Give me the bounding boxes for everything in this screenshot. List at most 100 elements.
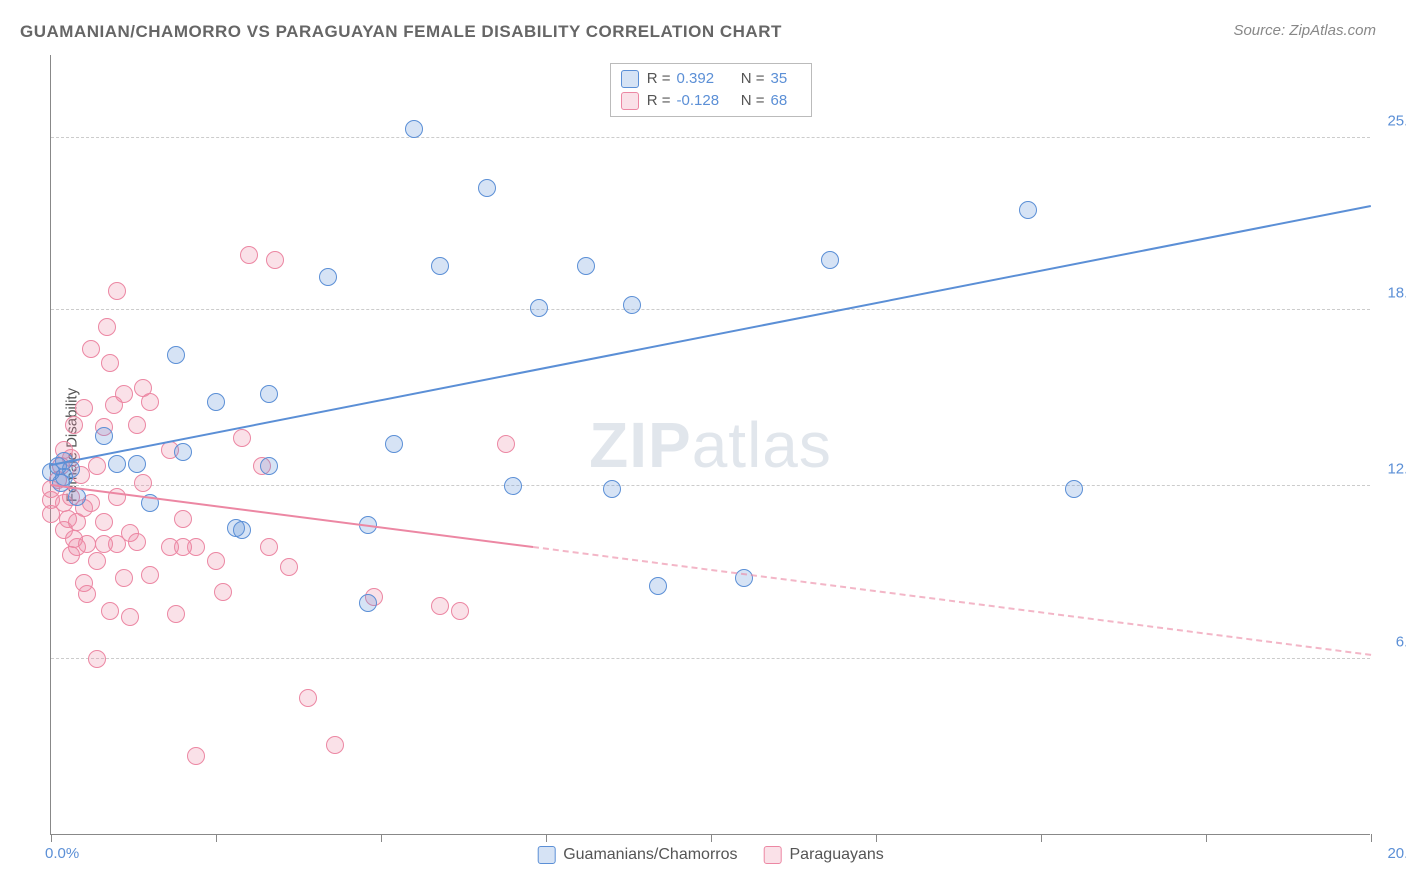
series-legend: Guamanians/Chamorros Paraguayans [537,846,884,864]
x-tick [381,834,382,842]
gridline [51,658,1370,659]
swatch-paraguayan [621,92,639,110]
watermark-zip: ZIP [589,409,692,481]
data-point-paraguayan [108,488,126,506]
swatch-paraguayan [764,846,782,864]
data-point-paraguayan [497,435,515,453]
x-tick [546,834,547,842]
legend-label-guamanian: Guamanians/Chamorros [563,846,737,864]
stat-r-paraguayan: -0.128 [677,90,731,112]
data-point-paraguayan [121,608,139,626]
y-tick-label: 6.3% [1375,633,1406,650]
stat-label-n: N = [737,68,765,90]
chart-container: GUAMANIAN/CHAMORRO VS PARAGUAYAN FEMALE … [0,0,1406,892]
data-point-guamanian [385,435,403,453]
data-point-paraguayan [75,399,93,417]
data-point-paraguayan [95,513,113,531]
data-point-paraguayan [233,429,251,447]
data-point-paraguayan [141,566,159,584]
y-tick-label: 12.5% [1375,460,1406,477]
data-point-guamanian [1065,480,1083,498]
data-point-guamanian [405,120,423,138]
data-point-paraguayan [115,569,133,587]
data-point-guamanian [68,488,86,506]
data-point-paraguayan [299,689,317,707]
data-point-paraguayan [174,510,192,528]
data-point-guamanian [260,457,278,475]
data-point-paraguayan [101,602,119,620]
data-point-guamanian [603,480,621,498]
data-point-paraguayan [187,538,205,556]
data-point-paraguayan [88,552,106,570]
stat-label-r: R = [645,90,671,112]
stat-n-guamanian: 35 [771,68,801,90]
data-point-paraguayan [82,340,100,358]
data-point-paraguayan [78,535,96,553]
chart-title: GUAMANIAN/CHAMORRO VS PARAGUAYAN FEMALE … [20,22,782,42]
data-point-guamanian [233,521,251,539]
x-axis-min-label: 0.0% [45,845,79,862]
data-point-guamanian [431,257,449,275]
data-point-guamanian [359,594,377,612]
data-point-guamanian [174,443,192,461]
data-point-paraguayan [65,416,83,434]
data-point-guamanian [577,257,595,275]
data-point-paraguayan [260,538,278,556]
data-point-paraguayan [451,602,469,620]
gridline [51,137,1370,138]
gridline [51,309,1370,310]
swatch-guamanian [537,846,555,864]
stat-label-r: R = [645,68,671,90]
data-point-paraguayan [214,583,232,601]
legend-item-paraguayan: Paraguayans [764,846,884,864]
data-point-paraguayan [134,474,152,492]
data-point-paraguayan [88,457,106,475]
data-point-paraguayan [115,385,133,403]
y-tick-label: 25.0% [1375,112,1406,129]
data-point-paraguayan [128,416,146,434]
data-point-guamanian [207,393,225,411]
data-point-guamanian [108,455,126,473]
data-point-guamanian [530,299,548,317]
data-point-guamanian [623,296,641,314]
stats-row-guamanian: R = 0.392 N = 35 [621,68,801,90]
legend-item-guamanian: Guamanians/Chamorros [537,846,737,864]
watermark: ZIPatlas [589,408,832,482]
x-tick [711,834,712,842]
stat-label-n: N = [737,90,765,112]
x-tick [1041,834,1042,842]
data-point-paraguayan [98,318,116,336]
legend-label-paraguayan: Paraguayans [790,846,884,864]
gridline [51,485,1370,486]
data-point-paraguayan [141,393,159,411]
data-point-guamanian [260,385,278,403]
data-point-paraguayan [78,585,96,603]
stat-r-guamanian: 0.392 [677,68,731,90]
x-tick [876,834,877,842]
x-tick [51,834,52,842]
data-point-paraguayan [187,747,205,765]
data-point-paraguayan [431,597,449,615]
trend-line-guamanian [51,205,1371,466]
data-point-paraguayan [167,605,185,623]
data-point-guamanian [319,268,337,286]
data-point-guamanian [821,251,839,269]
swatch-guamanian [621,70,639,88]
stats-legend: R = 0.392 N = 35 R = -0.128 N = 68 [610,63,812,117]
data-point-paraguayan [266,251,284,269]
data-point-guamanian [95,427,113,445]
x-tick [1371,834,1372,842]
data-point-guamanian [128,455,146,473]
x-axis-max-label: 20.0% [1387,845,1406,862]
watermark-atlas: atlas [692,409,832,481]
data-point-paraguayan [101,354,119,372]
stats-row-paraguayan: R = -0.128 N = 68 [621,90,801,112]
x-tick [1206,834,1207,842]
data-point-paraguayan [240,246,258,264]
chart-source: Source: ZipAtlas.com [1233,22,1376,39]
data-point-paraguayan [207,552,225,570]
data-point-paraguayan [108,282,126,300]
y-tick-label: 18.8% [1375,285,1406,302]
data-point-paraguayan [326,736,344,754]
data-point-guamanian [1019,201,1037,219]
